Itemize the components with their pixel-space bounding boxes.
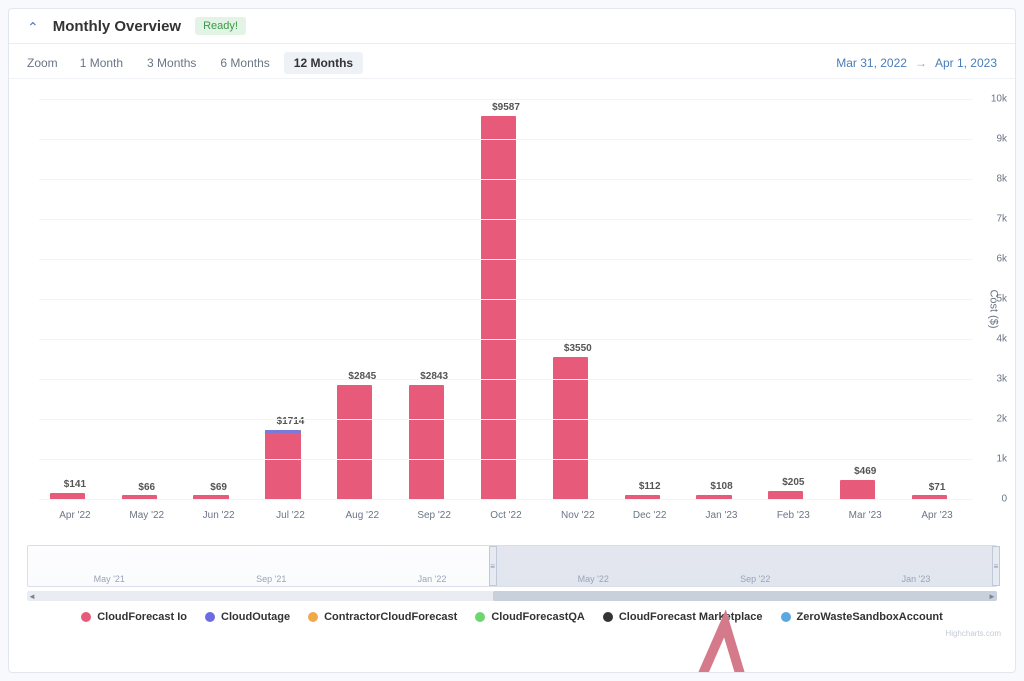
gridline: [39, 339, 973, 340]
y-tick-label: 2k: [996, 414, 1007, 425]
bar-value-label: $9587: [492, 102, 520, 113]
x-axis-labels: Apr '22May '22Jun '22Jul '22Aug '22Sep '…: [39, 510, 973, 521]
gridline: [39, 419, 973, 420]
gridline: [39, 379, 973, 380]
bar-value-label: $3550: [564, 343, 592, 354]
gridline: [39, 99, 973, 100]
scroll-left-icon[interactable]: ◄: [27, 591, 37, 601]
bar-value-label: $112: [639, 481, 661, 492]
bar-segment[interactable]: [337, 385, 372, 499]
bar-value-label: $66: [138, 482, 155, 493]
navigator-handle-right[interactable]: ≡: [992, 546, 1000, 586]
bar-value-label: $205: [782, 477, 804, 488]
zoom-3-months[interactable]: 3 Months: [137, 52, 206, 74]
x-tick-label: Apr '22: [39, 510, 111, 521]
zoom-12-months[interactable]: 12 Months: [284, 52, 363, 74]
date-to: Apr 1, 2023: [935, 56, 997, 70]
bar-segment[interactable]: [840, 480, 875, 499]
y-tick-label: 1k: [996, 454, 1007, 465]
x-tick-label: Jul '22: [255, 510, 327, 521]
gridline: [39, 179, 973, 180]
gridline: [39, 299, 973, 300]
gridline: [39, 219, 973, 220]
navigator-scrollbar[interactable]: ◄ ►: [27, 591, 997, 601]
y-tick-label: 0: [1001, 494, 1007, 505]
x-tick-label: Dec '22: [614, 510, 686, 521]
y-tick-label: 3k: [996, 374, 1007, 385]
bar-segment-secondary[interactable]: [265, 430, 300, 432]
zoom-1-month[interactable]: 1 Month: [70, 52, 133, 74]
y-tick-label: 7k: [996, 214, 1007, 225]
x-tick-label: Jun '22: [183, 510, 255, 521]
range-navigator[interactable]: May '21Sep '21Jan '22May '22Sep '22Jan '…: [27, 545, 997, 587]
x-tick-label: Mar '23: [829, 510, 901, 521]
zoom-6-months[interactable]: 6 Months: [210, 52, 279, 74]
y-tick-label: 5k: [996, 294, 1007, 305]
chart-toolbar: Zoom 1 Month3 Months6 Months12 Months Ma…: [9, 44, 1015, 79]
gridline: [39, 259, 973, 260]
scroll-right-icon[interactable]: ►: [987, 591, 997, 601]
navigator-tick: Jan '22: [418, 574, 447, 584]
x-tick-label: Oct '22: [470, 510, 542, 521]
bar-segment[interactable]: [768, 491, 803, 499]
monthly-overview-panel: ⌄ Monthly Overview Ready! Zoom 1 Month3 …: [8, 8, 1016, 673]
collapse-icon[interactable]: ⌄: [27, 18, 39, 35]
x-tick-label: Jan '23: [686, 510, 758, 521]
x-tick-label: Aug '22: [326, 510, 398, 521]
zoom-label: Zoom: [27, 56, 58, 70]
navigator-tick: May '21: [94, 574, 125, 584]
bar-value-label: $469: [854, 466, 876, 477]
bar-value-label: $108: [710, 481, 732, 492]
x-tick-label: Sep '22: [398, 510, 470, 521]
y-tick-label: 9k: [996, 134, 1007, 145]
bar-segment[interactable]: [265, 430, 300, 499]
panel-header: ⌄ Monthly Overview Ready!: [9, 9, 1015, 44]
bar-value-label: $69: [210, 482, 227, 493]
bar-value-label: $2845: [348, 371, 376, 382]
gridline: [39, 459, 973, 460]
gridline: [39, 499, 973, 500]
bar-segment[interactable]: [481, 116, 516, 499]
y-tick-label: 4k: [996, 334, 1007, 345]
scroll-thumb[interactable]: [493, 591, 997, 601]
bar-segment[interactable]: [409, 385, 444, 499]
plot-area: $141$66$69$1714$2845$2843$9587$3550$112$…: [39, 99, 973, 499]
y-tick-label: 6k: [996, 254, 1007, 265]
panel-title: Monthly Overview: [53, 18, 181, 35]
date-from: Mar 31, 2022: [836, 56, 907, 70]
bar-value-label: $141: [64, 479, 86, 490]
navigator-selection[interactable]: [493, 546, 996, 586]
x-tick-label: Feb '23: [757, 510, 829, 521]
y-tick-label: 10k: [991, 94, 1007, 105]
x-tick-label: Nov '22: [542, 510, 614, 521]
chart-area: Cost ($) $141$66$69$1714$2845$2843$9587$…: [9, 79, 1015, 539]
navigator-handle-left[interactable]: ≡: [489, 546, 497, 586]
x-tick-label: Apr '23: [901, 510, 973, 521]
date-range[interactable]: Mar 31, 2022 → Apr 1, 2023: [836, 56, 997, 70]
arrow-icon: →: [915, 56, 927, 70]
x-tick-label: May '22: [111, 510, 183, 521]
gridline: [39, 139, 973, 140]
bar-value-label: $2843: [420, 371, 448, 382]
bar-value-label: $71: [929, 482, 946, 493]
y-tick-label: 8k: [996, 174, 1007, 185]
status-badge: Ready!: [195, 17, 246, 35]
navigator-tick: Sep '21: [256, 574, 286, 584]
